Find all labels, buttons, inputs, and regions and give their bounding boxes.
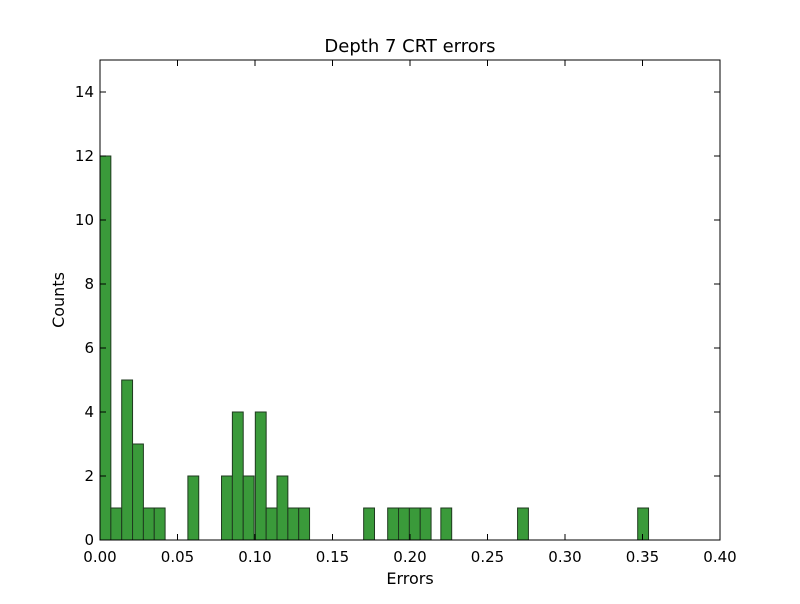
bars-group xyxy=(99,155,650,541)
x-tick-label: 0.20 xyxy=(393,548,426,566)
histogram-bar xyxy=(132,443,144,541)
histogram-bar xyxy=(408,507,421,541)
x-tick-label: 0.40 xyxy=(703,548,736,566)
y-tick-label: 0 xyxy=(84,531,94,549)
chart-title: Depth 7 CRT errors xyxy=(324,36,495,57)
histogram-bar xyxy=(231,411,244,541)
axes-frame xyxy=(99,59,721,541)
histogram-bar xyxy=(187,475,200,541)
histogram-bar xyxy=(153,507,166,541)
histogram-bar xyxy=(265,507,278,541)
histogram-bar xyxy=(110,507,123,541)
y-ticks-group: 0 2 4 6 8 10 12 14 xyxy=(75,83,720,549)
x-tick-label: 0.25 xyxy=(471,548,504,566)
y-tick-label: 6 xyxy=(84,339,94,357)
histogram-bar xyxy=(398,507,410,541)
y-tick-label: 4 xyxy=(84,403,94,421)
y-tick-label: 2 xyxy=(84,467,94,485)
y-tick-label: 12 xyxy=(75,147,94,165)
histogram-bar xyxy=(419,507,432,541)
y-tick-label: 14 xyxy=(75,83,94,101)
x-ticks-group: 0.00 0.05 0.10 0.15 0.20 0.25 0.30 0.35 0.40 xyxy=(83,60,737,566)
histogram-bar xyxy=(142,507,155,541)
x-tick-label: 0.35 xyxy=(626,548,659,566)
histogram-bar xyxy=(440,507,453,541)
histogram-bar xyxy=(276,475,289,541)
x-tick-label: 0.00 xyxy=(83,548,116,566)
x-tick-label: 0.15 xyxy=(316,548,349,566)
x-tick-label: 0.10 xyxy=(238,548,271,566)
x-tick-label: 0.05 xyxy=(161,548,194,566)
x-tick-label: 0.30 xyxy=(548,548,581,566)
y-tick-label: 10 xyxy=(75,211,94,229)
histogram-bar xyxy=(121,379,134,541)
histogram-bar xyxy=(221,475,233,541)
histogram-bar xyxy=(298,507,311,541)
y-axis-label: Counts xyxy=(49,272,68,328)
histogram-bar xyxy=(363,507,376,541)
histogram-bar xyxy=(387,507,400,541)
y-tick-label: 8 xyxy=(84,275,94,293)
x-axis-label: Errors xyxy=(386,569,433,588)
histogram-bar xyxy=(242,475,255,541)
histogram-bar xyxy=(517,507,529,541)
histogram-bar xyxy=(637,507,650,541)
histogram-bar xyxy=(287,507,300,541)
histogram-bar xyxy=(254,411,267,541)
